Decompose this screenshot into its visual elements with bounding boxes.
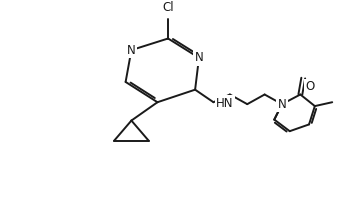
Text: N: N bbox=[195, 51, 203, 64]
Text: HN: HN bbox=[216, 97, 234, 110]
Text: N: N bbox=[127, 44, 136, 57]
Text: N: N bbox=[278, 98, 286, 111]
Text: O: O bbox=[305, 80, 314, 93]
Text: Cl: Cl bbox=[162, 1, 174, 14]
